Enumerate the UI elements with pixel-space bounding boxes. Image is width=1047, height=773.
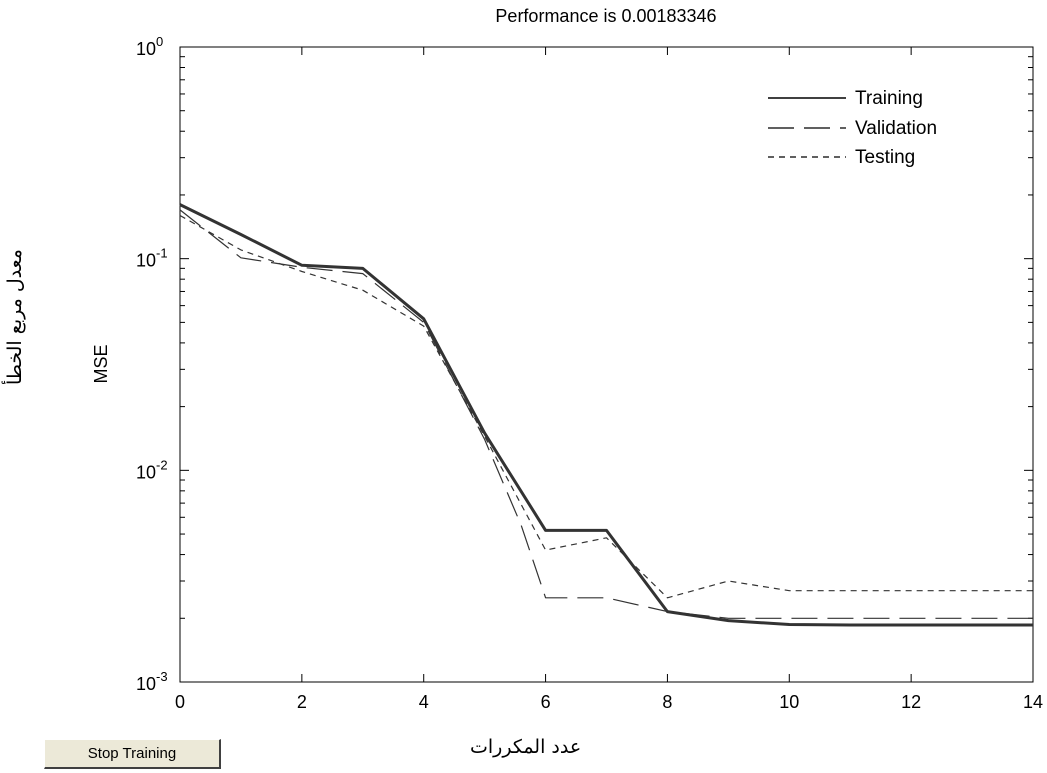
- series-line-testing: [179, 214, 1033, 599]
- x-axis-label-arabic: عدد المكررات: [470, 736, 582, 758]
- legend: Training Validation Testing: [768, 88, 937, 168]
- x-tick-label: 10: [779, 692, 799, 712]
- x-tick-label: 14: [1023, 692, 1043, 712]
- y-tick-label: 10-1: [136, 246, 168, 271]
- series-line-training: [179, 203, 1033, 627]
- x-tick-label: 6: [541, 692, 551, 712]
- chart-title: Performance is 0.00183346: [495, 6, 716, 26]
- stop-training-button[interactable]: Stop Training: [44, 739, 221, 769]
- axis-ticks: 0 2 4 6 8 10 12 14 100 10-1 10-2 10-3: [136, 34, 1043, 712]
- legend-label-testing: Testing: [855, 147, 915, 168]
- series-layer: [179, 203, 1033, 627]
- y-tick-label: 10-3: [136, 669, 168, 694]
- plot-area: [179, 46, 1034, 683]
- x-tick-label: 0: [175, 692, 185, 712]
- series-line-validation: [179, 209, 1033, 619]
- y-axis-label: MSE: [91, 344, 111, 383]
- y-axis-label-arabic: معدل مربع الخطأ: [4, 249, 26, 385]
- x-tick-label: 8: [662, 692, 672, 712]
- x-tick-label: 12: [901, 692, 921, 712]
- x-tick-label: 4: [419, 692, 429, 712]
- y-tick-label: 10-2: [136, 457, 168, 482]
- legend-label-training: Training: [855, 88, 923, 109]
- y-tick-label: 100: [136, 34, 163, 59]
- legend-label-validation: Validation: [855, 118, 937, 139]
- x-tick-label: 2: [297, 692, 307, 712]
